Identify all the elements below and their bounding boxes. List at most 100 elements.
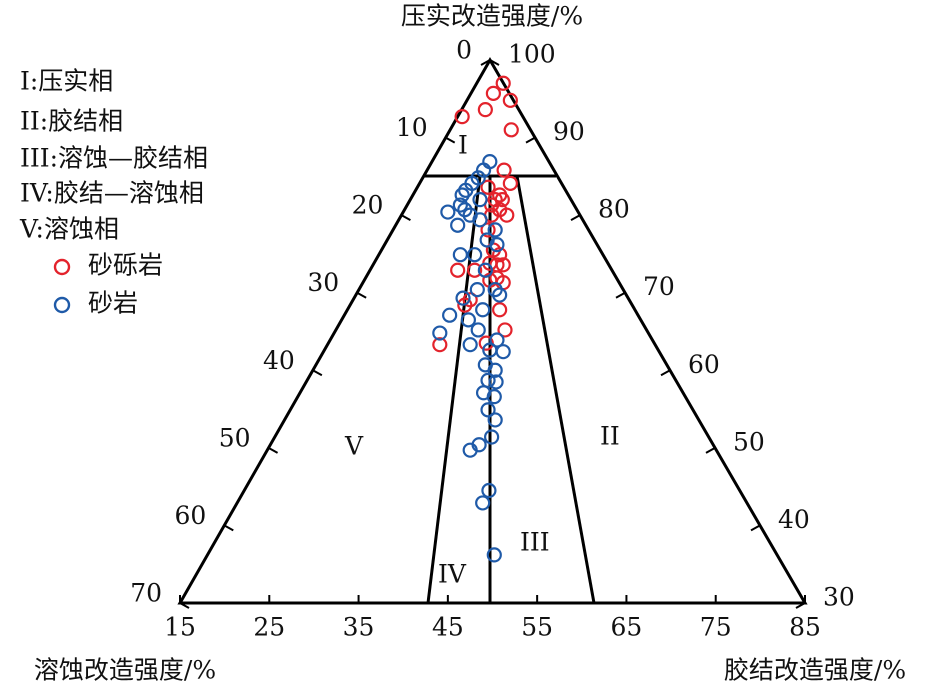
point: [488, 374, 504, 390]
region-label: I: [458, 131, 468, 160]
left-title: 溶蚀改造强度/%: [34, 656, 216, 685]
point: [472, 192, 488, 208]
point: [475, 302, 491, 318]
left-tick-label: 70: [130, 579, 162, 608]
point: [487, 412, 503, 428]
right-title: 胶结改造强度/%: [724, 656, 906, 685]
point: [480, 222, 496, 238]
triangle-frame: [177, 56, 808, 605]
point: [496, 162, 512, 178]
point: [503, 122, 519, 138]
point: [432, 337, 448, 353]
point: [477, 262, 493, 278]
region-label: IV: [438, 560, 467, 589]
right-tick-label: 60: [688, 350, 720, 379]
right-tick-label: 40: [778, 505, 810, 534]
left-tick: [445, 136, 456, 144]
point: [486, 547, 502, 563]
point: [452, 197, 468, 213]
point: [462, 337, 478, 353]
point: [475, 495, 491, 511]
right-tick: [795, 602, 806, 609]
point: [489, 237, 505, 253]
x-tick-label: 85: [789, 613, 821, 642]
left-tick-label: 40: [263, 346, 295, 375]
legend-facies: II:胶结相: [20, 107, 123, 136]
point: [440, 204, 456, 220]
region-label: V: [344, 432, 364, 461]
right-tick-label: 50: [733, 427, 765, 456]
left-tick: [223, 524, 234, 532]
x-tick-label: 25: [253, 613, 285, 642]
right-tick: [705, 446, 716, 454]
left-tick-label: 60: [174, 501, 206, 530]
point: [480, 402, 496, 418]
left-tick: [312, 369, 323, 377]
left-tick: [489, 59, 500, 66]
point: [485, 85, 501, 101]
region-boundary: [515, 175, 596, 604]
x-tick-label: 55: [521, 613, 553, 642]
point: [469, 282, 485, 298]
x-tick-label: 35: [343, 613, 375, 642]
point: [499, 207, 515, 223]
point: [432, 325, 448, 341]
legend-label: 砂岩: [88, 289, 138, 318]
top-title: 压实改造强度/%: [401, 2, 583, 31]
point: [484, 429, 500, 445]
point: [489, 332, 505, 348]
region-boundary: [426, 175, 482, 604]
point: [470, 322, 486, 338]
left-tick-label: 50: [219, 423, 251, 452]
right-tick: [750, 524, 761, 532]
point: [452, 247, 468, 263]
point: [462, 292, 478, 308]
x-tick-label: 15: [164, 613, 196, 642]
point: [450, 217, 466, 233]
legend-facies: IV:胶结—溶蚀相: [20, 179, 204, 208]
point: [502, 175, 518, 191]
point: [460, 312, 476, 328]
right-tick: [570, 214, 581, 222]
legend-facies: III:溶蚀—胶结相: [20, 144, 208, 173]
point: [495, 344, 511, 360]
point: [486, 389, 502, 405]
left-tick: [179, 602, 190, 609]
right-tick: [660, 369, 671, 377]
point: [442, 307, 458, 323]
point: [472, 212, 488, 228]
right-tick-label: 70: [643, 272, 675, 301]
right-tick-label: 80: [598, 195, 630, 224]
point: [487, 222, 503, 238]
point: [450, 262, 466, 278]
right-tick: [480, 59, 491, 66]
left-tick: [268, 446, 279, 454]
point: [492, 287, 508, 303]
point: [497, 322, 513, 338]
point: [492, 247, 508, 263]
left-tick-label: 20: [352, 191, 384, 220]
point: [502, 92, 518, 108]
right-tick: [615, 291, 626, 299]
right-tick: [525, 136, 536, 144]
point: [454, 109, 470, 125]
point: [487, 362, 503, 378]
left-tick: [356, 291, 367, 299]
point: [467, 262, 483, 278]
x-tick-label: 45: [432, 613, 464, 642]
legend-facies: V:溶蚀相: [19, 215, 119, 244]
x-tick-label: 65: [611, 613, 643, 642]
point: [492, 302, 508, 318]
region-label: III: [520, 528, 550, 557]
region-label: II: [600, 422, 620, 451]
point: [495, 257, 511, 273]
right-tick-label: 100: [508, 40, 556, 69]
legend-marker: [53, 258, 71, 276]
point: [462, 442, 478, 458]
point: [455, 290, 471, 306]
left-tick-label: 10: [396, 113, 428, 142]
point: [477, 102, 493, 118]
legend-facies: I:压实相: [20, 67, 113, 96]
point: [495, 75, 511, 91]
